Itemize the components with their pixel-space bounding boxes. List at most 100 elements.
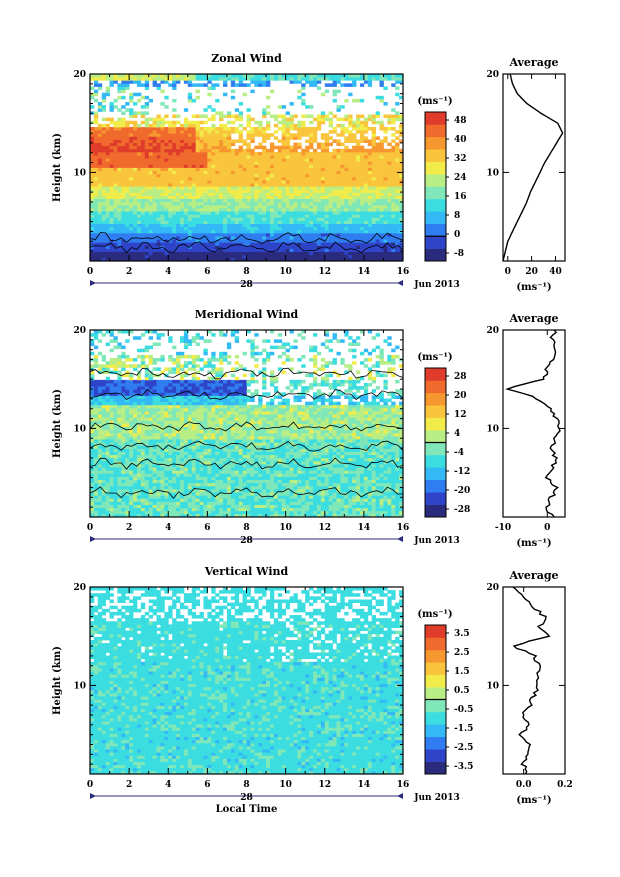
heatmap-cell xyxy=(172,217,176,221)
heatmap-cell xyxy=(387,143,391,147)
heatmap-cell xyxy=(247,83,251,87)
heatmap-cell xyxy=(203,202,207,206)
heatmap-cell xyxy=(184,192,188,196)
heatmap-cell xyxy=(98,146,102,150)
heatmap-cell xyxy=(145,192,149,196)
heatmap-cell xyxy=(164,80,168,84)
heatmap-cell xyxy=(121,202,125,206)
heatmap-cell xyxy=(344,495,348,499)
heatmap-cell xyxy=(110,177,114,181)
heatmap-cell xyxy=(282,177,286,181)
heatmap-cell xyxy=(153,183,157,187)
heatmap-cell xyxy=(266,183,270,187)
heatmap-cell xyxy=(278,139,282,143)
heatmap-cell xyxy=(297,208,301,212)
heatmap-cell xyxy=(372,136,376,140)
heatmap-cell xyxy=(348,211,352,215)
heatmap-cell xyxy=(376,180,380,184)
colorbar-segment xyxy=(425,124,446,137)
heatmap-cell xyxy=(356,230,360,234)
heatmap-cell xyxy=(372,498,376,502)
heatmap-cell xyxy=(113,202,117,206)
heatmap-cell xyxy=(333,158,337,162)
heatmap-cell xyxy=(153,189,157,193)
heatmap-cell xyxy=(270,508,274,512)
heatmap-cell xyxy=(231,83,235,87)
heatmap-cell xyxy=(383,202,387,206)
heatmap-cell xyxy=(168,508,172,512)
heatmap-cell xyxy=(321,168,325,172)
heatmap-cell xyxy=(164,505,168,509)
heatmap-cell xyxy=(121,227,125,231)
heatmap-cell xyxy=(368,152,372,156)
heatmap-cell xyxy=(344,180,348,184)
heatmap-cell xyxy=(207,205,211,209)
heatmap-cell xyxy=(184,124,188,128)
heatmap-cell xyxy=(360,217,364,221)
heatmap-cell xyxy=(98,205,102,209)
heatmap-cell xyxy=(113,133,117,137)
heatmap-cell xyxy=(137,189,141,193)
heatmap-cell xyxy=(333,77,337,81)
heatmap-cell xyxy=(145,230,149,234)
heatmap-cell xyxy=(372,199,376,203)
heatmap-cell xyxy=(344,489,348,493)
heatmap-cell xyxy=(227,233,231,237)
heatmap-cell xyxy=(207,255,211,259)
heatmap-cell xyxy=(344,139,348,143)
heatmap-cell xyxy=(348,133,352,137)
heatmap-cell xyxy=(113,189,117,193)
heatmap-cell xyxy=(203,108,207,112)
heatmap-cell xyxy=(117,86,121,90)
heatmap-cell xyxy=(387,149,391,153)
heatmap-cell xyxy=(121,217,125,221)
heatmap-cell xyxy=(180,230,184,234)
heatmap-cell xyxy=(227,205,231,209)
heatmap-cell xyxy=(203,180,207,184)
heatmap-cell xyxy=(250,483,254,487)
heatmap-cell xyxy=(329,495,333,499)
heatmap-cell xyxy=(333,180,337,184)
heatmap-cell xyxy=(344,168,348,172)
heatmap-cell xyxy=(231,127,235,131)
heatmap-cell xyxy=(129,136,133,140)
heatmap-cell xyxy=(313,174,317,178)
heatmap-cell xyxy=(90,483,94,487)
heatmap-cell xyxy=(192,211,196,215)
heatmap-cell xyxy=(368,186,372,190)
heatmap-cell xyxy=(141,205,145,209)
heatmap-cell xyxy=(219,130,223,134)
heatmap-cell xyxy=(149,168,153,172)
heatmap-cell xyxy=(395,146,399,150)
heatmap-cell xyxy=(231,511,235,515)
heatmap-cell xyxy=(157,177,161,181)
heatmap-cell xyxy=(110,480,114,484)
heatmap-cell xyxy=(188,158,192,162)
heatmap-cell xyxy=(290,183,294,187)
heatmap-cell xyxy=(207,105,211,109)
heatmap-cell xyxy=(215,149,219,153)
heatmap-cell xyxy=(133,498,137,502)
heatmap-cell xyxy=(254,230,258,234)
heatmap-cell xyxy=(391,252,395,256)
heatmap-cell xyxy=(149,146,153,150)
heatmap-cell xyxy=(211,115,215,119)
heatmap-cell xyxy=(301,245,305,249)
heatmap-cell xyxy=(110,230,114,234)
heatmap-cell xyxy=(336,252,340,256)
heatmap-cell xyxy=(364,80,368,84)
heatmap-cell xyxy=(270,192,274,196)
heatmap-cell xyxy=(293,180,297,184)
heatmap-cell xyxy=(270,255,274,259)
heatmap-cell xyxy=(137,77,141,81)
heatmap-cell xyxy=(250,177,254,181)
heatmap-cell xyxy=(352,245,356,249)
heatmap-cell xyxy=(391,121,395,125)
heatmap-cell xyxy=(247,108,251,112)
heatmap-cell xyxy=(282,202,286,206)
heatmap-cell xyxy=(121,220,125,224)
heatmap-cell xyxy=(196,115,200,119)
heatmap-cell xyxy=(352,83,356,87)
heatmap-cell xyxy=(188,511,192,515)
